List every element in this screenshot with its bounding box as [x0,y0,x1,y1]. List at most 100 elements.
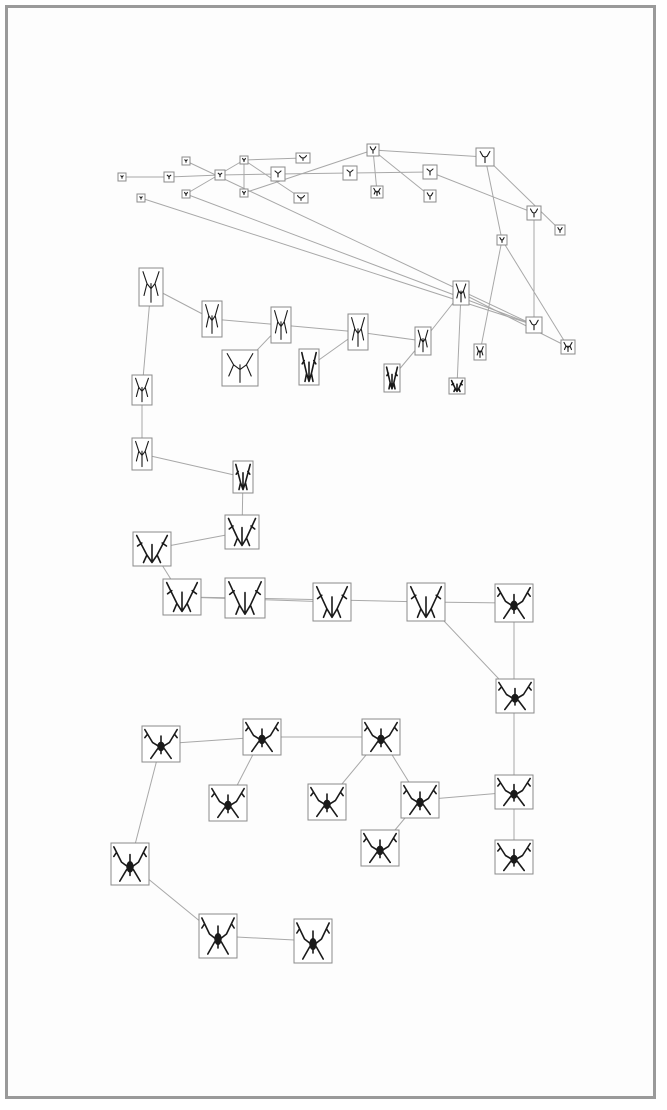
biomorph-node[interactable] [494,583,534,623]
biomorph-icon [242,157,246,163]
biomorph-icon [369,146,377,154]
biomorph-icon [373,187,381,197]
biomorph-node[interactable] [475,147,495,167]
biomorph-node[interactable] [406,582,446,622]
biomorph-node[interactable] [270,166,286,182]
biomorph-node[interactable] [347,313,369,351]
biomorph-icon [274,310,288,340]
biomorph-node[interactable] [298,348,320,386]
tree-edge [219,173,279,176]
biomorph-icon [497,777,531,807]
tree-edge [456,292,462,387]
biomorph-node[interactable] [141,725,181,763]
biomorph-node[interactable] [131,374,153,406]
biomorph-node[interactable] [138,267,164,307]
biomorph-icon [184,191,188,197]
biomorph-node[interactable] [366,143,380,157]
biomorph-node[interactable] [221,349,259,387]
biomorph-icon [364,721,398,753]
biomorph-node[interactable] [495,678,535,714]
tree-edge [429,171,535,214]
biomorph-icon [417,329,429,353]
biomorph-node[interactable] [342,165,358,181]
biomorph-node[interactable] [181,156,191,166]
biomorph-icon [499,237,505,243]
biomorph-node[interactable] [526,205,542,221]
biomorph-node[interactable] [136,193,146,203]
biomorph-node[interactable] [132,531,172,567]
biomorph-icon [211,787,245,819]
biomorph-node[interactable] [370,185,384,199]
biomorph-node[interactable] [361,718,401,756]
biomorph-node[interactable] [270,306,292,344]
biomorph-node[interactable] [414,326,432,356]
biomorph-node[interactable] [232,460,254,494]
biomorph-node[interactable] [383,363,401,393]
biomorph-node[interactable] [422,164,438,180]
biomorph-node[interactable] [201,300,223,338]
biomorph-icon [217,172,223,178]
biomorph-node[interactable] [117,172,127,182]
biomorph-node[interactable] [239,155,249,165]
biomorph-icon [476,346,484,358]
biomorph-icon [242,190,246,196]
biomorph-node[interactable] [360,829,400,867]
biomorph-icon [346,169,354,177]
tree-edge [243,149,374,194]
biomorph-node[interactable] [131,437,153,471]
biomorph-node[interactable] [307,783,347,821]
biomorph-node[interactable] [110,842,150,886]
biomorph-node[interactable] [239,188,249,198]
biomorph-node[interactable] [295,152,311,164]
biomorph-icon [166,174,172,180]
biomorph-node[interactable] [312,582,352,622]
biomorph-node[interactable] [554,224,566,236]
tree-edge [280,324,359,333]
biomorph-node[interactable] [496,234,508,246]
tree-edge [484,156,561,231]
biomorph-node[interactable] [293,192,309,204]
biomorph-node[interactable] [224,577,266,619]
tree-edge [243,157,304,161]
biomorph-node[interactable] [452,280,470,306]
biomorph-node[interactable] [224,514,260,550]
biomorph-icon [235,463,251,491]
biomorph-node[interactable] [163,171,175,183]
biomorph-icon [120,175,124,179]
biomorph-node[interactable] [448,377,466,395]
biomorph-icon [165,581,199,613]
biomorph-icon [205,304,219,334]
biomorph-icon [296,195,306,201]
biomorph-node[interactable] [208,784,248,822]
biomorph-node[interactable] [494,839,534,875]
biomorph-icon [479,150,491,164]
biomorph-node[interactable] [494,774,534,810]
biomorph-icon [409,585,443,619]
biomorph-icon [227,517,257,547]
biomorph-node[interactable] [242,718,282,756]
biomorph-node[interactable] [181,189,191,199]
tree-edge [501,239,569,348]
biomorph-icon [450,379,464,393]
biomorph-icon [529,208,539,218]
biomorph-node[interactable] [423,189,437,203]
tree-edge [140,197,535,326]
biomorph-icon [301,351,317,383]
biomorph-icon [455,283,467,303]
tree-edge [185,160,535,326]
biomorph-node[interactable] [198,913,238,959]
biomorph-icon [351,317,365,347]
biomorph-node[interactable] [214,169,226,181]
biomorph-icon [315,585,349,619]
tree-edges [122,149,569,942]
biomorph-node[interactable] [560,339,576,355]
biomorph-node[interactable] [525,316,543,334]
biomorph-icon [135,377,149,403]
biomorph-node[interactable] [162,578,202,616]
biomorph-node[interactable] [400,781,440,819]
biomorph-node[interactable] [293,918,333,964]
biomorph-icon [274,170,282,178]
biomorph-node[interactable] [473,343,487,361]
tree-edge [349,171,431,174]
